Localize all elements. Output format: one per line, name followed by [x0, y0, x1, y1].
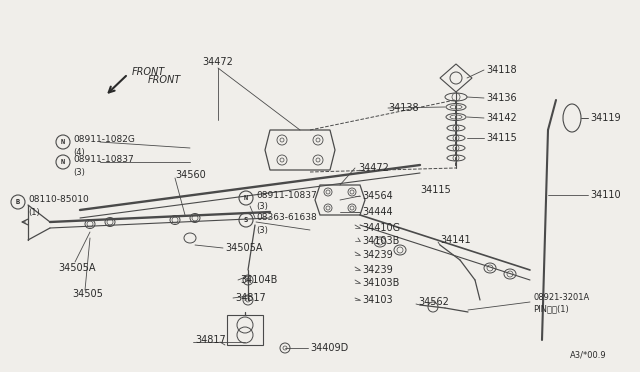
Text: 34444: 34444 [362, 207, 392, 217]
Text: 34562: 34562 [418, 297, 449, 307]
Text: 34138: 34138 [388, 103, 419, 113]
Text: 34817: 34817 [235, 293, 266, 303]
Text: 34115: 34115 [420, 185, 451, 195]
Text: 34505A: 34505A [58, 263, 95, 273]
Text: B: B [16, 199, 20, 205]
Text: 34104B: 34104B [240, 275, 277, 285]
Text: 34409D: 34409D [310, 343, 348, 353]
Text: 08911-10837: 08911-10837 [256, 192, 317, 201]
Text: 34103B: 34103B [362, 278, 399, 288]
Text: 34119: 34119 [590, 113, 621, 123]
Text: 08921-3201A: 08921-3201A [533, 294, 589, 302]
Text: N: N [61, 139, 65, 145]
Text: 34115: 34115 [486, 133, 516, 143]
Text: N: N [244, 195, 248, 201]
Text: 34118: 34118 [486, 65, 516, 75]
Text: FRONT: FRONT [132, 67, 165, 77]
Text: 08911-1082G: 08911-1082G [73, 135, 135, 144]
Text: (4): (4) [73, 148, 84, 157]
Text: 34136: 34136 [486, 93, 516, 103]
Text: 34410G: 34410G [362, 223, 400, 233]
Text: 08110-85010: 08110-85010 [28, 196, 89, 205]
Text: 34564: 34564 [362, 191, 393, 201]
Text: 34560: 34560 [175, 170, 205, 180]
Text: 34103B: 34103B [362, 236, 399, 246]
Text: 34505: 34505 [72, 289, 103, 299]
Text: 34103: 34103 [362, 295, 392, 305]
Text: 34817: 34817 [195, 335, 226, 345]
Text: S: S [244, 217, 248, 223]
Text: 08363-61638: 08363-61638 [256, 214, 317, 222]
Text: A3/*00.9: A3/*00.9 [570, 350, 607, 359]
Text: 34142: 34142 [486, 113, 516, 123]
Text: 34141: 34141 [440, 235, 470, 245]
Text: 34239: 34239 [362, 250, 393, 260]
Text: 34239: 34239 [362, 265, 393, 275]
Text: 08911-10837: 08911-10837 [73, 155, 134, 164]
Text: N: N [61, 159, 65, 165]
Text: FRONT: FRONT [148, 75, 181, 85]
Text: 34472: 34472 [203, 57, 234, 67]
Text: (3): (3) [256, 202, 268, 212]
Text: 34505A: 34505A [225, 243, 262, 253]
Text: (3): (3) [73, 167, 85, 176]
Text: 34472: 34472 [358, 163, 389, 173]
Text: (1): (1) [28, 208, 40, 217]
Text: PINピン(1): PINピン(1) [533, 305, 569, 314]
Text: (3): (3) [256, 225, 268, 234]
Text: 34110: 34110 [590, 190, 621, 200]
